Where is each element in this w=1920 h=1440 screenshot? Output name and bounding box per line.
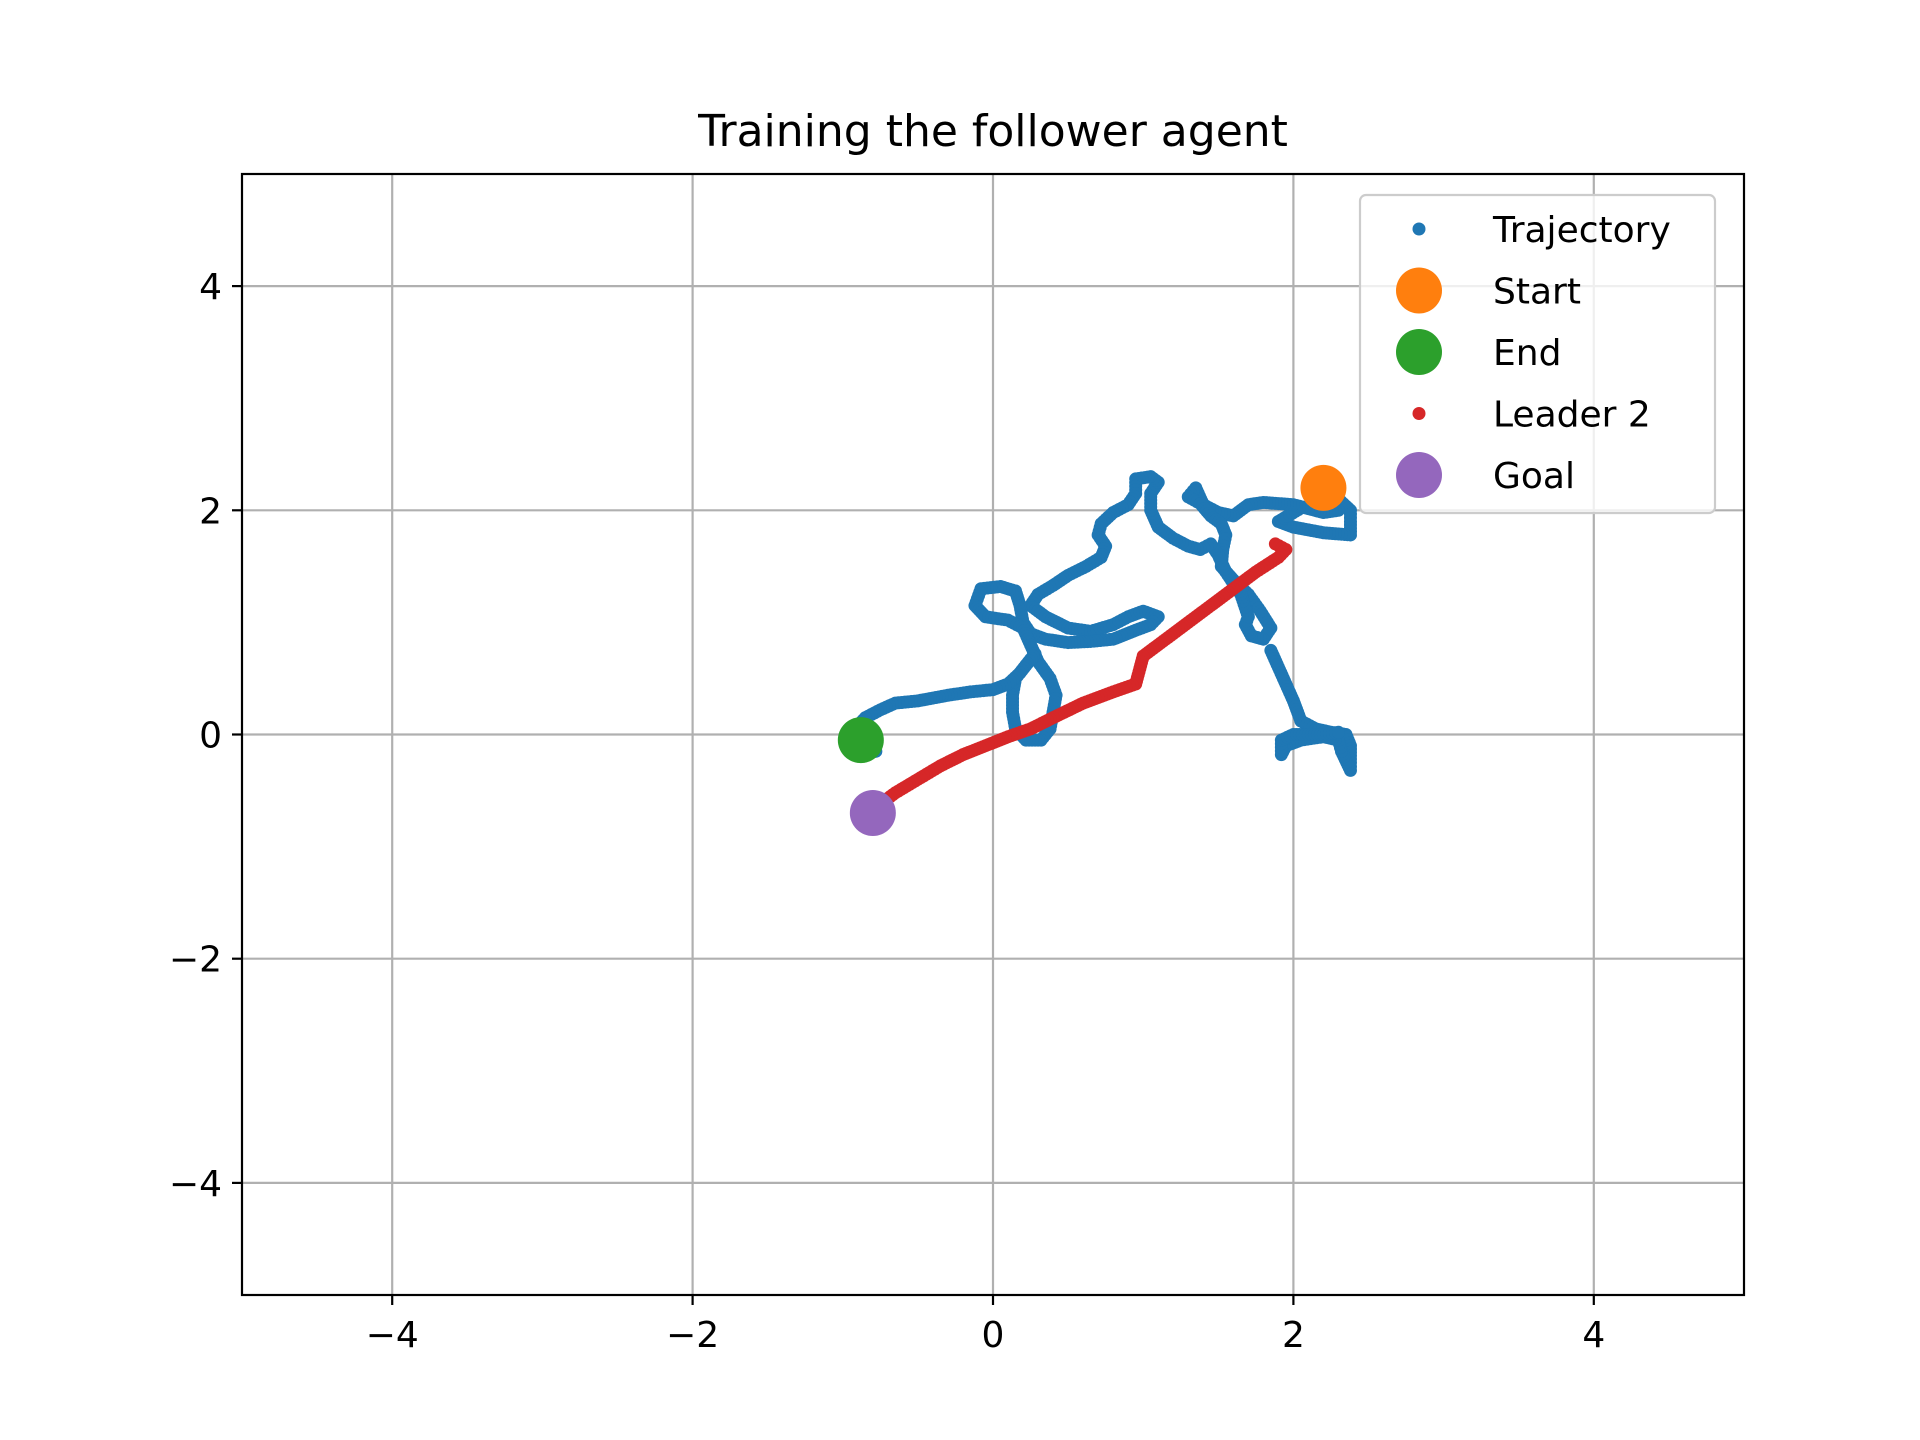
x-tick-label: 2 bbox=[1282, 1315, 1305, 1356]
trajectory-point bbox=[1331, 725, 1345, 739]
goal-marker bbox=[849, 789, 896, 836]
y-tick-label: 4 bbox=[199, 267, 222, 308]
legend: Trajectory Start End Leader 2 Goal bbox=[1358, 193, 1717, 515]
y-tick-label: −4 bbox=[169, 1164, 222, 1205]
series-goal bbox=[849, 789, 896, 836]
chart-title: Training the follower agent bbox=[697, 106, 1288, 157]
x-tick-label: 0 bbox=[982, 1315, 1005, 1356]
end-marker bbox=[837, 717, 884, 764]
legend-marker-trajectory bbox=[1412, 222, 1426, 236]
x-tick-label: −2 bbox=[666, 1315, 719, 1356]
legend-label-leader-2: Leader 2 bbox=[1493, 395, 1651, 436]
y-tick-label: 0 bbox=[199, 716, 222, 757]
legend-label-trajectory: Trajectory bbox=[1492, 210, 1671, 251]
series-layer bbox=[837, 464, 1357, 836]
axis-ticks: −4 −2 0 2 4 −4 −2 0 2 4 bbox=[169, 267, 1605, 1356]
legend-marker-end bbox=[1396, 329, 1442, 375]
series-start bbox=[1300, 464, 1347, 511]
x-tick-label: 4 bbox=[1582, 1315, 1605, 1356]
legend-label-start: Start bbox=[1493, 272, 1581, 313]
series-leader-2 bbox=[863, 537, 1293, 818]
legend-marker-leader-2 bbox=[1412, 407, 1426, 420]
legend-marker-goal bbox=[1396, 452, 1442, 498]
x-tick-label: −4 bbox=[366, 1315, 419, 1356]
legend-box bbox=[1358, 193, 1717, 515]
legend-marker-start bbox=[1396, 267, 1442, 314]
series-end bbox=[837, 717, 884, 764]
legend-label-goal: Goal bbox=[1493, 456, 1575, 497]
start-marker bbox=[1300, 464, 1347, 511]
legend-label-end: End bbox=[1493, 333, 1561, 374]
y-tick-label: 2 bbox=[199, 491, 222, 532]
y-tick-label: −2 bbox=[169, 940, 222, 981]
